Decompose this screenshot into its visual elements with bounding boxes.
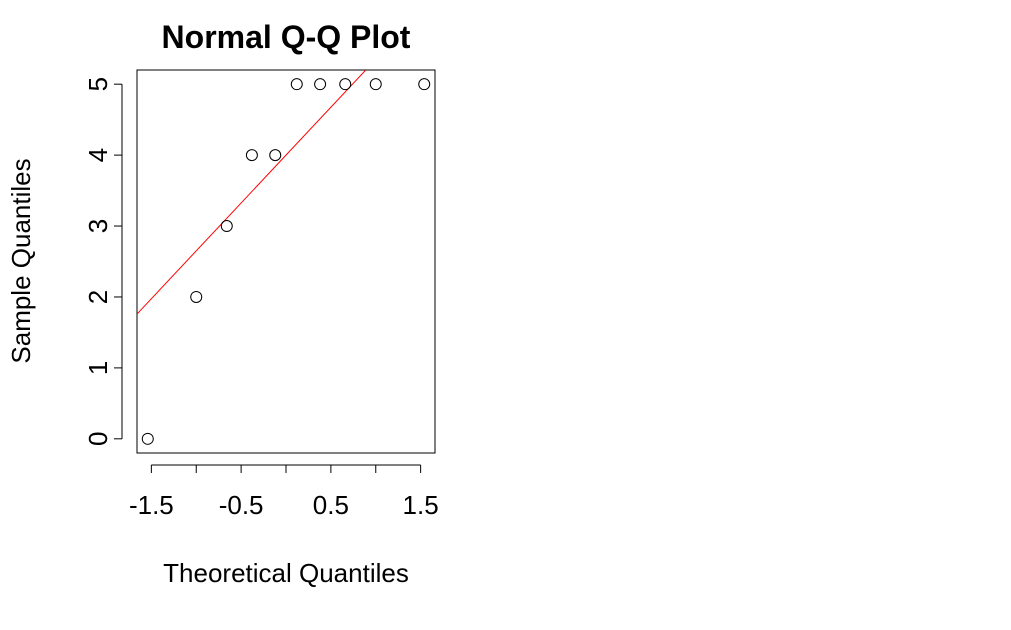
x-tick-label: -1.5 [129,490,174,520]
x-axis: -1.5 -0.5 0.5 1.5 [129,464,439,520]
plot-frame [136,69,436,454]
chart-title: Normal Q-Q Plot [162,19,411,55]
y-tick-label: 1 [83,361,113,375]
data-point [290,78,303,91]
data-point [220,220,233,233]
data-point [418,78,431,91]
data-point [245,149,258,162]
data-point [369,78,382,91]
y-axis-label: Sample Quantiles [6,158,36,363]
plot-area [137,70,431,445]
data-point [339,78,352,91]
y-tick-label: 0 [83,432,113,446]
qq-reference-line [137,70,367,315]
y-tick-label: 5 [83,77,113,91]
x-tick-label: -0.5 [219,490,264,520]
x-axis-label: Theoretical Quantiles [163,558,409,588]
y-axis: 0 1 2 3 4 5 [83,77,123,446]
y-tick-label: 2 [83,290,113,304]
y-tick-label: 4 [83,148,113,162]
data-point [190,290,203,303]
data-point [269,149,282,162]
data-point [141,432,154,445]
x-tick-label: 1.5 [403,490,439,520]
y-tick-label: 3 [83,219,113,233]
data-point [314,78,327,91]
x-tick-label: 0.5 [313,490,349,520]
